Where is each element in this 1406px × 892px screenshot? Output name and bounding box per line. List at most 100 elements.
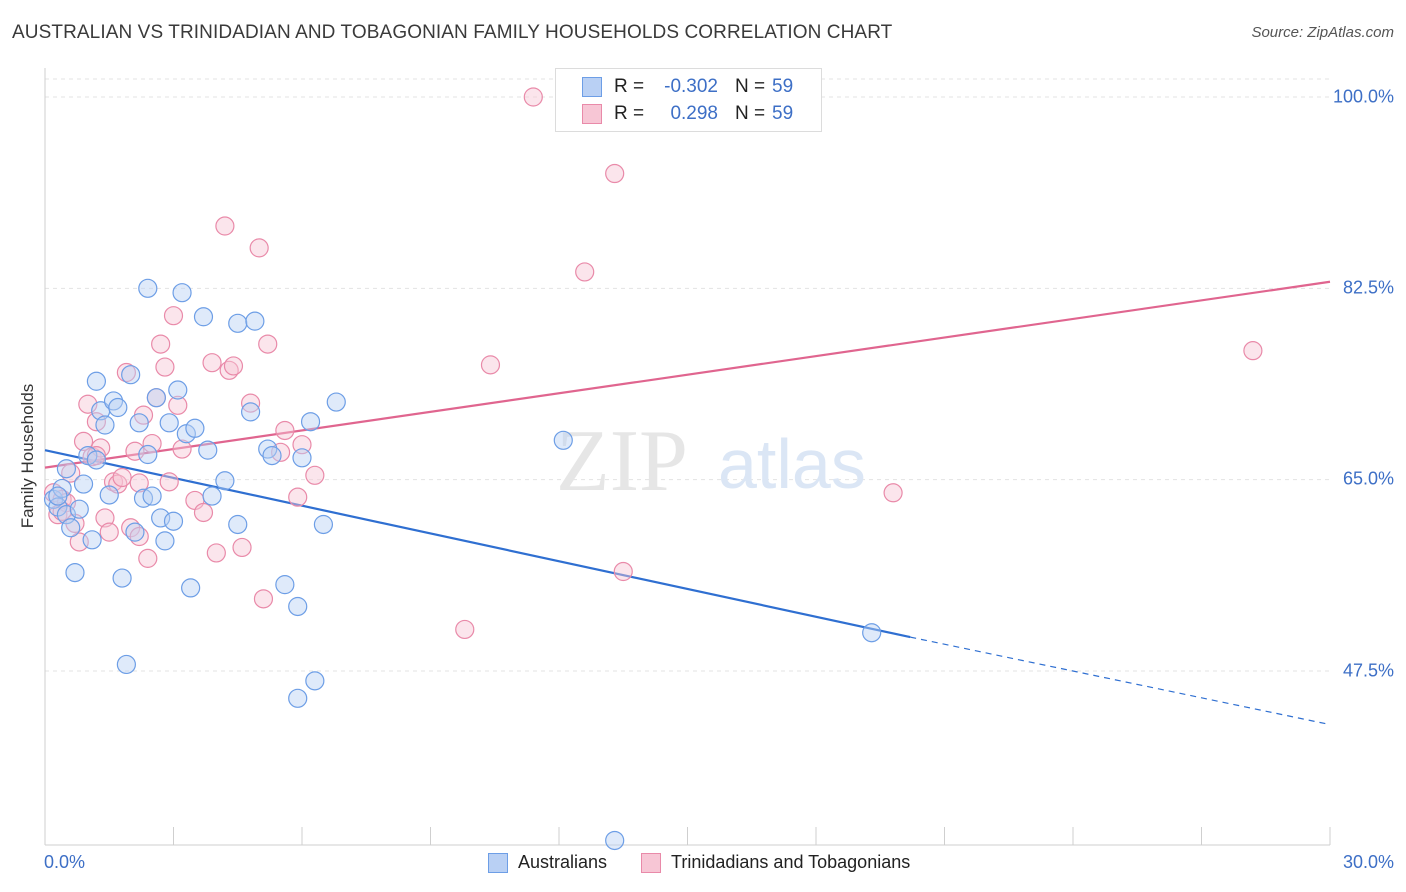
australians-point (99, 485, 119, 505)
trinidadians-swatch-icon (641, 852, 662, 873)
legend-row-trinidadians: R = 0.298 N = 59 (556, 101, 821, 127)
trinidadians-point (206, 543, 226, 563)
y-tick-label: 100.0% (1332, 86, 1394, 107)
trinidadians-point (142, 433, 162, 454)
australians-point (185, 418, 205, 438)
australians-point (129, 413, 149, 433)
r-label: R = (614, 103, 645, 124)
australians-point (202, 486, 222, 506)
watermark-atlas: atlas (718, 425, 866, 503)
r-label: R = (614, 76, 645, 97)
trinidadians-point (138, 548, 158, 568)
australians-point (61, 518, 81, 538)
australians-point (138, 278, 158, 298)
x-tick-label-max: 30.0% (1342, 852, 1394, 872)
watermark-zip: ZIP (556, 413, 688, 510)
australians-point (56, 459, 77, 479)
australians-point (215, 471, 235, 491)
data-points (43, 87, 1263, 851)
series-legend: Australians Trinidadians and Tobagonians (488, 852, 944, 873)
australians-point (82, 530, 102, 550)
australians-point (305, 671, 325, 691)
australians-point (168, 380, 188, 400)
australians-point (121, 365, 141, 385)
trinidadians-point (575, 262, 595, 282)
trinidadians-point (215, 216, 235, 236)
trinidadians-point (305, 465, 325, 485)
australians-point (116, 654, 136, 675)
australians-point (326, 392, 346, 412)
australians-point (181, 578, 201, 598)
trinidadians-point (168, 395, 188, 415)
australians-point (146, 388, 166, 408)
trend-line-trinidadians (44, 280, 1331, 469)
trend-line-extension (910, 636, 1331, 726)
australians-point (862, 623, 882, 643)
australians-point (78, 446, 98, 466)
australians-point (95, 415, 115, 435)
australians-point (108, 397, 128, 418)
source-credit: Source: ZipAtlas.com (1251, 24, 1394, 41)
trend-line-australians (44, 449, 911, 639)
australians-point (275, 575, 295, 595)
trinidadians-point (292, 435, 312, 455)
australians-point (172, 283, 192, 303)
trinidadians-point (95, 508, 115, 528)
australians-point (228, 313, 248, 333)
n-label: N = (735, 76, 766, 97)
watermark: ZIP atlas (556, 413, 866, 510)
trinidadians-point (232, 537, 252, 558)
trend-lines (44, 280, 1331, 726)
trinidadians-point (288, 487, 308, 507)
australians-point (193, 307, 214, 327)
trinidadians-swatch-icon (582, 104, 602, 124)
trinidadians-point (172, 439, 192, 459)
australians-swatch-icon (488, 852, 508, 873)
trinidadians-point (275, 420, 295, 441)
australians-point (159, 413, 179, 433)
correlation-legend: R = -0.302 N = 59 R = 0.298 N = 59 (555, 68, 822, 132)
australians-point (228, 514, 248, 535)
y-tick-label: 47.5% (1342, 660, 1394, 681)
trinidadians-point (202, 353, 222, 373)
australians-point (605, 830, 625, 851)
trinidadians-point (455, 619, 475, 640)
australians-point (313, 514, 334, 535)
australians-point (288, 688, 308, 708)
australians-point (69, 499, 89, 519)
legend-item-trinidadians[interactable]: Trinidadians and Tobagonians (641, 852, 910, 873)
trinidadians-point (258, 334, 278, 354)
r-value: 0.298 (670, 103, 718, 124)
trinidadians-point (249, 238, 269, 258)
australians-point (142, 486, 162, 506)
trinidadians-point (883, 483, 903, 503)
australians-point (112, 568, 132, 588)
trinidadians-point (253, 589, 274, 609)
trinidadians-point (129, 473, 149, 493)
legend-row-australians: R = -0.302 N = 59 (556, 74, 821, 100)
trinidadians-point (480, 355, 501, 375)
trinidadians-point (605, 163, 625, 184)
x-tick-label-min: 0.0% (44, 852, 86, 872)
australians-point (300, 412, 321, 432)
legend-item-australians[interactable]: Australians (488, 852, 607, 873)
australians-point (288, 596, 308, 617)
y-axis-label: Family Households (18, 383, 37, 529)
trinidadians-point (99, 522, 119, 542)
r-value: -0.302 (664, 76, 718, 97)
australians-point (86, 371, 107, 391)
chart-title: AUSTRALIAN VS TRINIDADIAN AND TOBAGONIAN… (12, 22, 893, 43)
y-tick-label: 65.0% (1342, 468, 1394, 489)
trinidadians-point (159, 472, 179, 492)
y-tick-label: 82.5% (1342, 277, 1394, 298)
trinidadians-point (73, 431, 94, 451)
australians-point (292, 448, 312, 468)
australians-point (65, 562, 85, 583)
trinidadians-point (193, 502, 214, 523)
trinidadians-point (112, 467, 132, 488)
australians-point (553, 430, 573, 450)
australians-point (125, 522, 145, 542)
trinidadians-point (151, 334, 171, 354)
trinidadians-point (155, 357, 175, 377)
